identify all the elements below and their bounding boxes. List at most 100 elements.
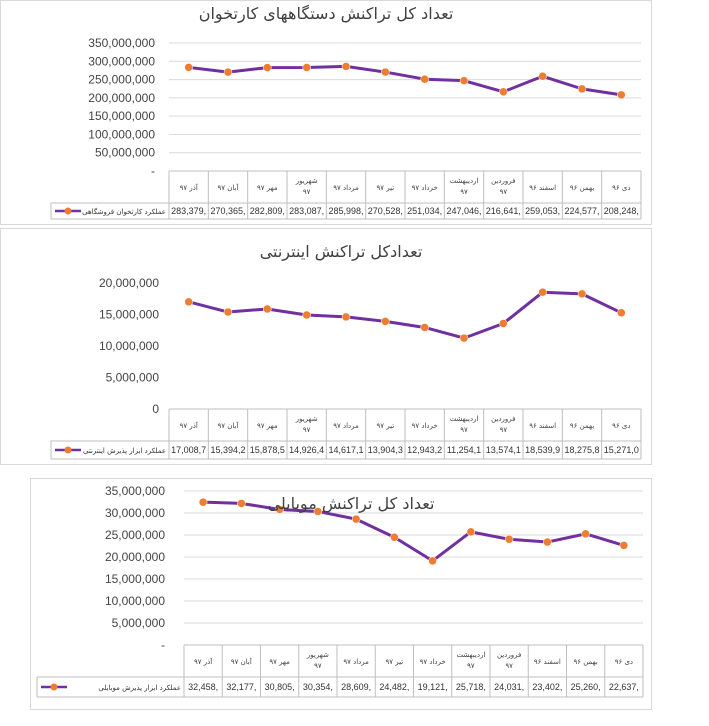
y-tick-label: 5,000,000 xyxy=(112,616,166,630)
chart-title: تعدادکل تراکنش اینترنتی xyxy=(260,242,423,262)
x-category-label: مرداد ۹۷ xyxy=(333,422,359,430)
x-category-label: اردیبهشت ۹۷ xyxy=(450,415,479,434)
data-point-marker xyxy=(459,333,469,343)
chart-panel-mobile: - 5,000,000 10,000,000 15,000,000 20,000,000… xyxy=(30,478,652,710)
x-category-label: فروردین ۹۷ xyxy=(491,415,515,434)
data-point-marker xyxy=(538,287,547,297)
data-point-marker xyxy=(466,527,476,537)
table-data-cell: 15,271,0 xyxy=(604,445,639,455)
data-point-marker xyxy=(581,529,590,539)
data-point-marker xyxy=(275,505,284,514)
table-data-cell: 17,008,7 xyxy=(171,445,206,455)
table-data-cell: 251,034, xyxy=(407,206,442,216)
data-point-marker xyxy=(617,308,626,318)
x-category-label: خرداد ۹۷ xyxy=(412,422,438,430)
data-point-marker xyxy=(223,67,233,77)
table-data-cell: 282,809, xyxy=(250,206,285,216)
table-data-cell: 12,943,2 xyxy=(407,445,442,455)
legend-series-name: عملکرد ابزار پذیرش موبایلی xyxy=(98,684,181,692)
x-category-label: اسفند ۹۶ xyxy=(529,184,556,192)
x-category-label: دی ۹۶ xyxy=(612,422,630,430)
table-data-cell: 247,046, xyxy=(446,206,481,216)
data-point-marker xyxy=(499,87,508,97)
y-tick-label: 10,000,000 xyxy=(99,339,159,353)
legend-marker-key xyxy=(64,446,72,454)
y-tick-label: 20,000,000 xyxy=(99,276,159,290)
chart-panel-internet: 0 5,000,000 10,000,000 15,000,000 20,000,000… xyxy=(0,228,652,465)
data-point-marker xyxy=(341,312,351,322)
y-tick-label: 250,000,000 xyxy=(88,73,155,87)
data-point-marker xyxy=(381,317,390,326)
data-point-marker xyxy=(302,310,311,320)
x-category-label: فروردین ۹۷ xyxy=(497,651,521,670)
x-category-label: آبان ۹۷ xyxy=(231,657,253,666)
data-point-marker xyxy=(420,323,429,332)
table-data-cell: 28,609, xyxy=(341,682,371,692)
data-point-marker xyxy=(341,62,351,71)
y-tick-label: 350,000,000 xyxy=(88,36,155,50)
y-tick-label: 35,000,000 xyxy=(105,484,165,498)
x-category-label: مهر ۹۷ xyxy=(257,422,278,430)
x-category-label: آذر ۹۷ xyxy=(194,657,213,666)
y-tick-label: 15,000,000 xyxy=(105,572,165,586)
x-category-label: تیر ۹۷ xyxy=(376,184,394,192)
chart-title: تعداد کل تراکنش موبایلی xyxy=(268,494,435,514)
data-point-marker xyxy=(390,533,399,542)
data-point-marker xyxy=(184,297,193,307)
x-category-label: تیر ۹۷ xyxy=(376,422,394,430)
x-category-label: مهر ۹۷ xyxy=(269,658,290,666)
table-data-cell: 15,878,5 xyxy=(250,445,285,455)
data-point-marker xyxy=(381,67,390,77)
data-point-marker xyxy=(428,556,437,566)
x-category-label: تیر ۹۷ xyxy=(386,658,404,666)
y-tick-label: 0 xyxy=(152,402,159,416)
chart-internet-svg: 0 5,000,000 10,000,000 15,000,000 20,000,000… xyxy=(50,242,642,460)
table-data-cell: 14,617,1 xyxy=(328,445,363,455)
x-category-label: اردیبهشت ۹۷ xyxy=(450,177,479,196)
table-data-cell: 270,528, xyxy=(368,206,403,216)
x-category-label: دی ۹۶ xyxy=(612,184,630,192)
table-data-cell: 23,402, xyxy=(532,682,562,692)
chart-panel-pos: - 50,000,000 100,000,000 150,000,000 200,000… xyxy=(0,0,652,225)
series-line xyxy=(203,500,625,563)
x-category-label: بهمن ۹۶ xyxy=(573,658,597,666)
chart-mobile-svg: - 5,000,000 10,000,000 15,000,000 20,000,000… xyxy=(36,484,644,698)
x-category-label: آذر ۹۷ xyxy=(180,421,199,430)
table-data-cell: 24,031, xyxy=(494,682,524,692)
series-line xyxy=(188,290,622,340)
table-data-cell: 24,482, xyxy=(379,682,409,692)
table-data-cell: 32,458, xyxy=(188,682,218,692)
x-category-label: خرداد ۹۷ xyxy=(412,184,438,192)
legend-series-name: عملکرد ابزار پذیرش اینترنتی xyxy=(83,447,166,455)
series-line xyxy=(188,64,622,97)
x-category-label: آذر ۹۷ xyxy=(180,183,199,192)
table-data-cell: 259,053, xyxy=(525,206,560,216)
table-data-cell: 30,354, xyxy=(303,682,333,692)
x-category-label: دی ۹۶ xyxy=(615,658,633,666)
table-data-cell: 18,275,8 xyxy=(564,445,599,455)
data-point-marker xyxy=(577,289,587,299)
table-data-cell: 285,998, xyxy=(328,206,363,216)
x-category-label: اردیبهشت ۹۷ xyxy=(456,651,485,670)
x-category-label: خرداد ۹۷ xyxy=(420,658,446,666)
data-point-marker xyxy=(499,319,508,328)
table-data-cell: 13,574,1 xyxy=(486,445,521,455)
table-data-cell: 13,904,3 xyxy=(368,445,403,455)
y-tick-label: 25,000,000 xyxy=(105,528,165,542)
data-point-marker xyxy=(420,74,429,84)
x-category-label: اسفند ۹۶ xyxy=(534,658,561,666)
legend-marker-key xyxy=(64,207,72,215)
x-category-label: مرداد ۹۷ xyxy=(343,658,369,666)
data-point-marker xyxy=(543,537,552,547)
x-category-label: بهمن ۹۶ xyxy=(570,184,594,192)
y-tick-label: 15,000,000 xyxy=(99,308,159,322)
data-point-marker xyxy=(223,307,233,317)
table-data-cell: 216,641, xyxy=(486,206,521,216)
y-tick-label: 20,000,000 xyxy=(105,550,165,564)
x-category-label: شهریور ۹۷ xyxy=(295,177,318,196)
y-tick-label: 200,000,000 xyxy=(88,91,155,105)
x-category-label: آبان ۹۷ xyxy=(218,183,240,192)
data-point-marker xyxy=(617,90,626,100)
data-point-marker xyxy=(263,304,272,314)
table-data-cell: 25,718, xyxy=(456,682,486,692)
